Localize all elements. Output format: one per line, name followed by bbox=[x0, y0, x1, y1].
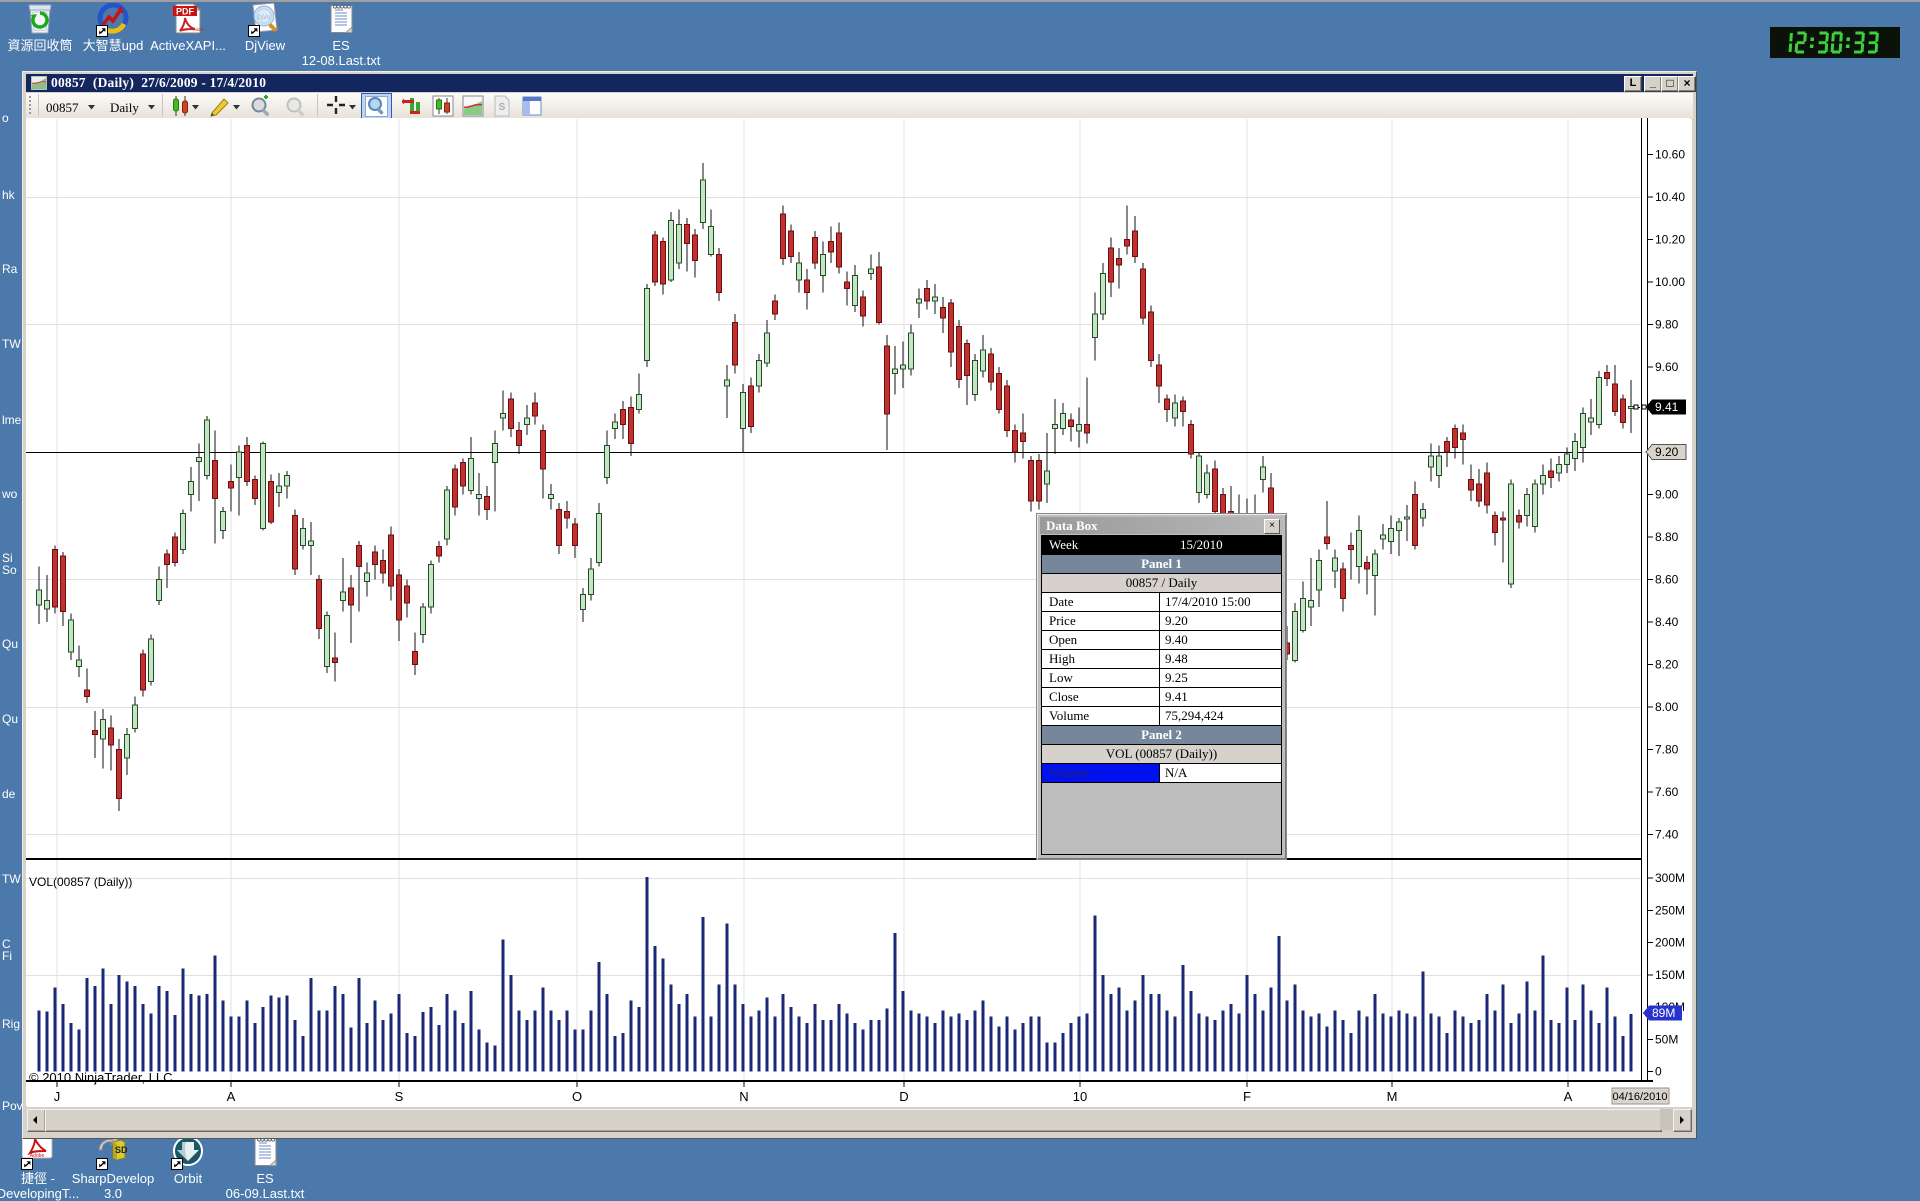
svg-text:S: S bbox=[499, 102, 506, 113]
svg-text:250M: 250M bbox=[1655, 903, 1685, 917]
svg-text:10: 10 bbox=[1073, 1089, 1087, 1104]
svg-text:7.80: 7.80 bbox=[1655, 743, 1679, 757]
svg-text:© 2010 NinjaTrader, LLC: © 2010 NinjaTrader, LLC bbox=[29, 1070, 173, 1085]
svg-text:9.60: 9.60 bbox=[1655, 360, 1679, 374]
svg-text:10.60: 10.60 bbox=[1655, 148, 1685, 162]
svg-text:300M: 300M bbox=[1655, 871, 1685, 885]
svg-text:VOL(00857 (Daily)): VOL(00857 (Daily)) bbox=[29, 875, 132, 889]
svg-text:F: F bbox=[1243, 1089, 1251, 1104]
svg-text:9.20: 9.20 bbox=[1655, 445, 1679, 459]
svg-text:10.00: 10.00 bbox=[1655, 275, 1685, 289]
svg-text:150M: 150M bbox=[1655, 968, 1685, 982]
svg-text:8.20: 8.20 bbox=[1655, 658, 1679, 672]
svg-text:0: 0 bbox=[1655, 1065, 1662, 1079]
svg-text:A: A bbox=[227, 1089, 236, 1104]
svg-text:04/16/2010: 04/16/2010 bbox=[1612, 1091, 1667, 1103]
svg-text:10.20: 10.20 bbox=[1655, 233, 1685, 247]
svg-text:N: N bbox=[739, 1089, 748, 1104]
svg-text:A: A bbox=[1564, 1089, 1573, 1104]
svg-text:SD: SD bbox=[115, 1145, 128, 1155]
svg-text:8.60: 8.60 bbox=[1655, 573, 1679, 587]
svg-text:8.00: 8.00 bbox=[1655, 700, 1679, 714]
svg-text:Adobe: Adobe bbox=[30, 1153, 45, 1159]
svg-text:J: J bbox=[54, 1089, 61, 1104]
svg-text:50M: 50M bbox=[1655, 1032, 1678, 1046]
svg-text:7.40: 7.40 bbox=[1655, 828, 1679, 842]
svg-text:DjVu: DjVu bbox=[258, 15, 271, 21]
svg-text:9.41: 9.41 bbox=[1655, 400, 1679, 414]
svg-text:10.40: 10.40 bbox=[1655, 190, 1685, 204]
svg-text:9.00: 9.00 bbox=[1655, 488, 1679, 502]
svg-text:M: M bbox=[1387, 1089, 1398, 1104]
svg-text:D: D bbox=[899, 1089, 908, 1104]
svg-text:S: S bbox=[395, 1089, 404, 1104]
svg-text:Adobe: Adobe bbox=[193, 27, 204, 32]
svg-text:89M: 89M bbox=[1652, 1006, 1675, 1020]
svg-text:8.40: 8.40 bbox=[1655, 615, 1679, 629]
svg-text:7.60: 7.60 bbox=[1655, 785, 1679, 799]
svg-text:200M: 200M bbox=[1655, 936, 1685, 950]
svg-text:9.80: 9.80 bbox=[1655, 318, 1679, 332]
svg-text:8.80: 8.80 bbox=[1655, 530, 1679, 544]
svg-text:O: O bbox=[572, 1089, 582, 1104]
svg-text:PDF: PDF bbox=[176, 7, 195, 17]
